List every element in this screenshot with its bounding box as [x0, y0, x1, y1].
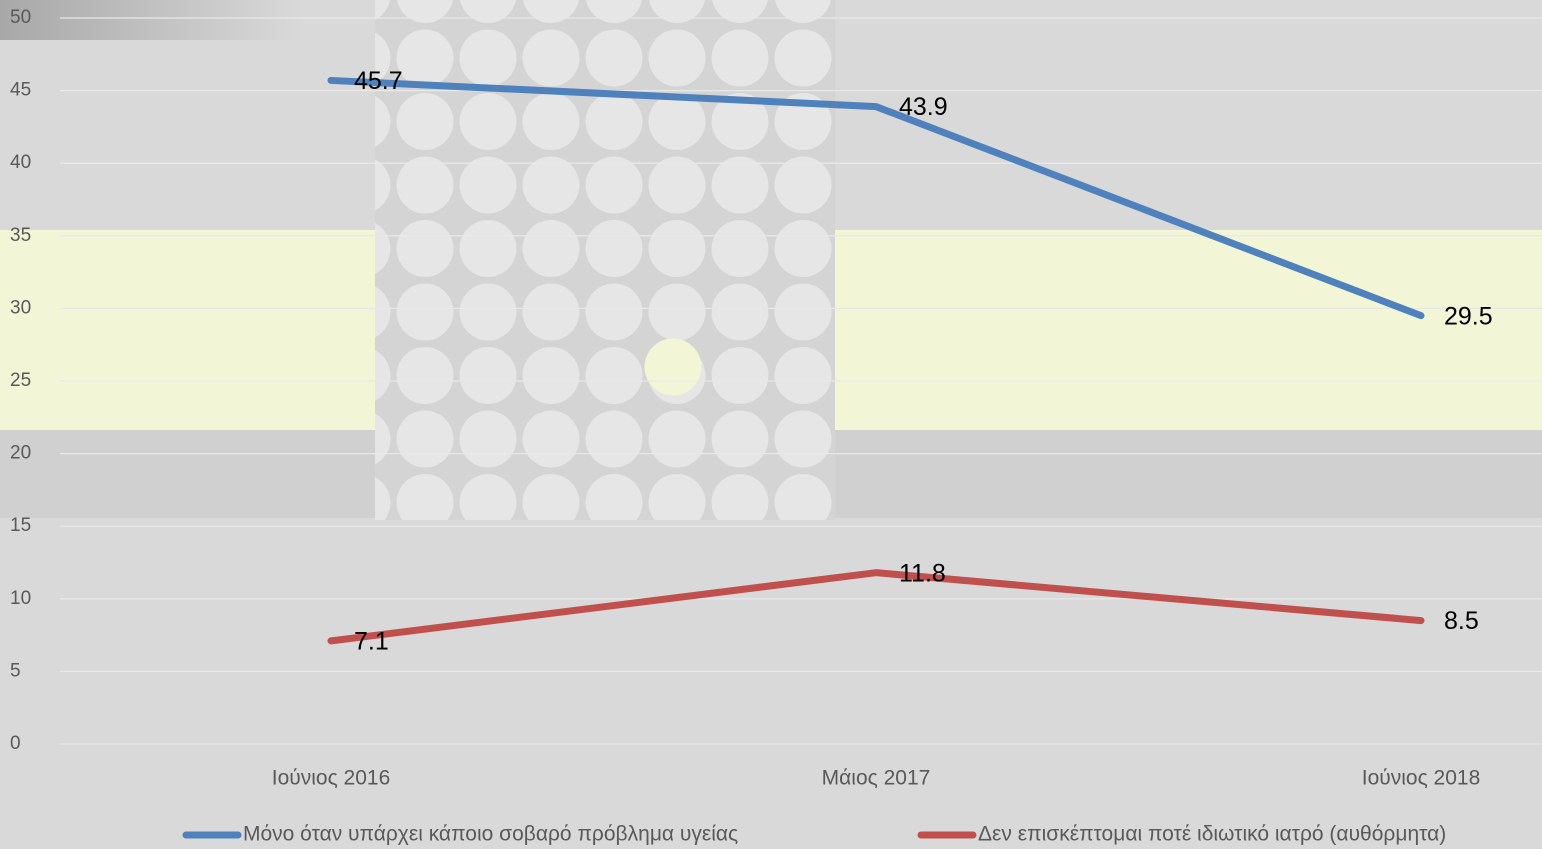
legend-label: Δεν επισκέπτομαι ποτέ ιδιωτικό ιατρό (αυ…: [978, 823, 1446, 846]
y-tick-label: 25: [10, 370, 31, 391]
x-tick-label: Ιούνιος 2016: [272, 767, 391, 790]
y-tick-label: 0: [10, 733, 21, 754]
y-tick-label: 30: [10, 297, 31, 318]
data-label: 29.5: [1444, 302, 1493, 330]
y-tick-label: 45: [10, 80, 31, 101]
series-line: [327, 76, 1425, 320]
data-label: 7.1: [354, 628, 389, 656]
data-label: 8.5: [1444, 607, 1479, 635]
y-tick-label: 40: [10, 152, 31, 173]
plot: Ιούνιος 2016 Μάιος 2017 Ιούνιος 2018 45.7 43…: [182, 67, 1493, 846]
series-line: [327, 569, 1425, 645]
grid: 0 5 10 15 20 25 30 35 40 45 50: [10, 7, 1542, 754]
data-label: 11.8: [899, 559, 946, 587]
y-tick-label: 15: [10, 515, 31, 536]
x-tick-label: Ιούνιος 2018: [1362, 767, 1481, 790]
y-tick-label: 35: [10, 225, 31, 246]
y-tick-label: 20: [10, 443, 31, 464]
y-tick-label: 5: [10, 660, 21, 681]
x-tick-label: Μάιος 2017: [822, 767, 931, 790]
data-label: 43.9: [899, 93, 948, 121]
y-tick-label: 10: [10, 588, 31, 609]
data-label: 45.7: [354, 67, 403, 95]
legend-label: Μόνο όταν υπάρχει κάποιο σοβαρό πρόβλημα…: [243, 823, 738, 846]
y-tick-label: 50: [10, 7, 31, 28]
